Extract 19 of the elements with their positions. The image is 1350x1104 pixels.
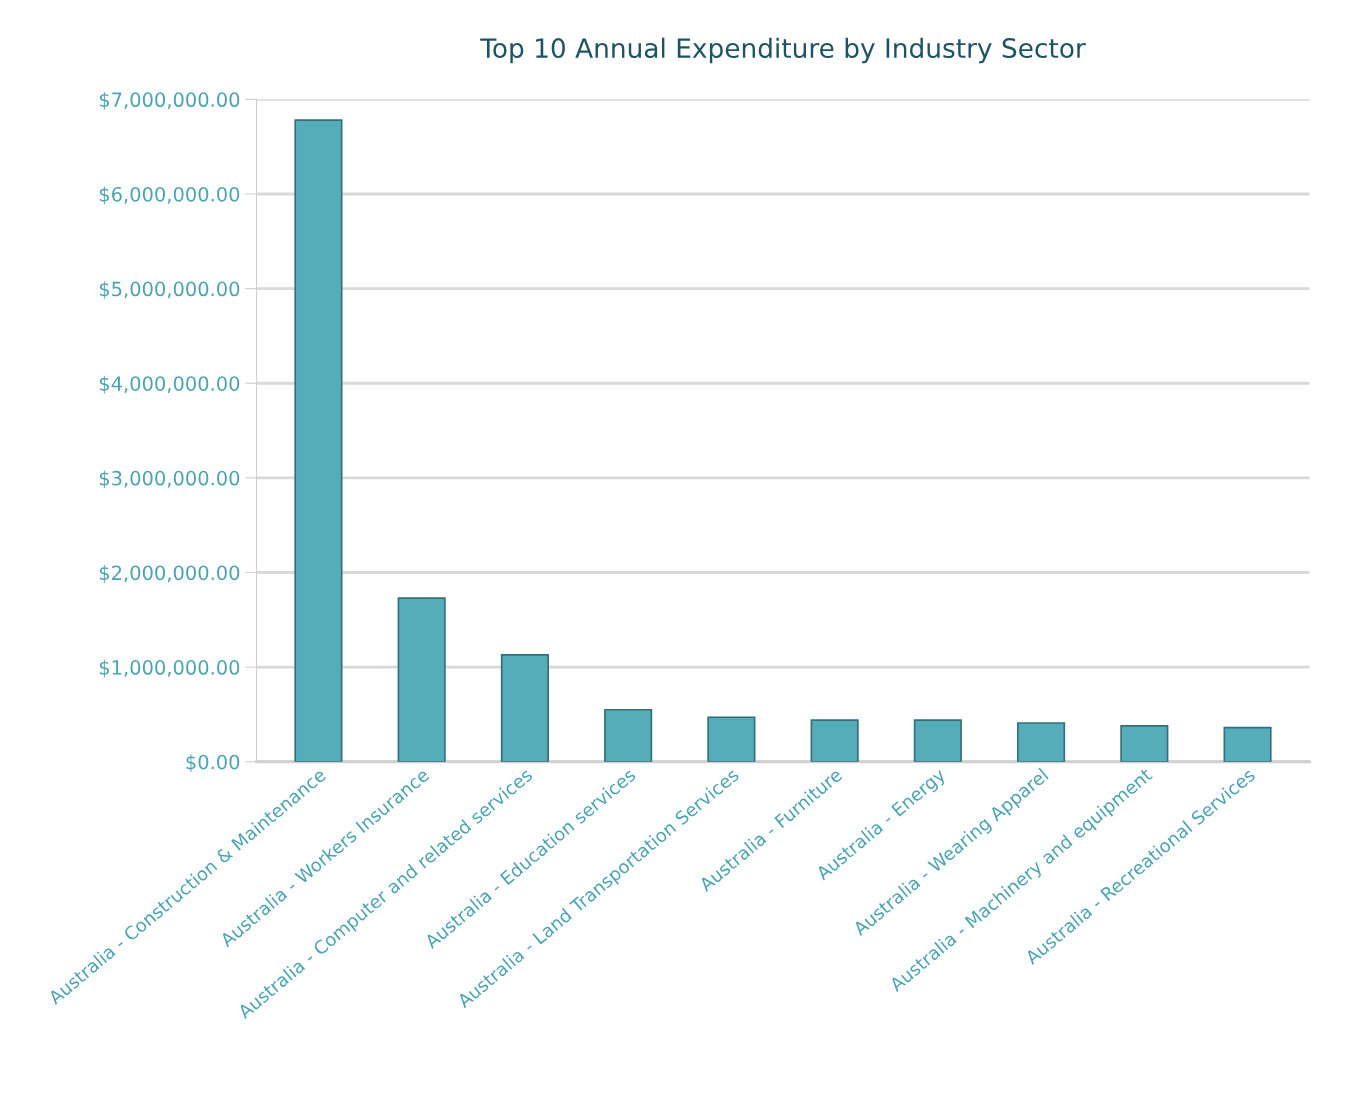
y-tick-label: $1,000,000.00 — [99, 659, 240, 678]
bar — [604, 708, 653, 762]
y-tick-label: $2,000,000.00 — [99, 565, 240, 583]
bar — [500, 653, 549, 762]
bar — [707, 716, 756, 762]
bar — [913, 719, 962, 762]
y-tick-label: $6,000,000.00 — [99, 186, 240, 205]
bar — [397, 597, 446, 762]
bar — [1120, 724, 1169, 762]
bar — [294, 119, 343, 762]
y-tick-label: $5,000,000.00 — [99, 281, 240, 299]
y-tick-label: $4,000,000.00 — [99, 375, 240, 394]
chart-title: Top 10 Annual Expenditure by Industry Sector — [480, 37, 1086, 64]
y-tick-label: $0.00 — [186, 754, 240, 773]
bar — [1223, 726, 1272, 762]
y-tick-label: $7,000,000.00 — [99, 91, 240, 110]
bar — [1017, 722, 1066, 762]
y-tick-label: $3,000,000.00 — [99, 470, 240, 489]
bar — [810, 719, 859, 762]
